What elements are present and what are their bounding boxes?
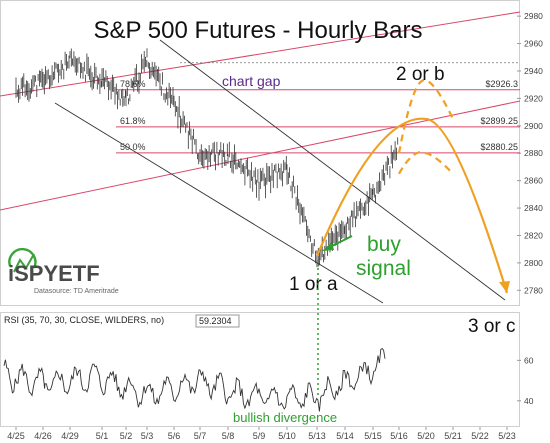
rsi-axis: 40 60	[517, 355, 534, 406]
rsi-line	[3, 347, 386, 412]
date-tick-label: 5/22	[471, 431, 489, 441]
rsi-panel-frame	[0, 312, 520, 427]
price-tick-label: 2860	[524, 176, 543, 186]
price-tick-label: 2900	[524, 121, 543, 131]
date-axis: 4/25 4/26 4/29 5/1 5/2 5/3 5/6 5/7 5/8 5/9 5/10 5/1…	[7, 427, 516, 441]
projection-arrowhead	[499, 281, 510, 294]
price-tick-label: 2880	[524, 148, 543, 158]
date-tick-label: 5/7	[194, 431, 207, 441]
projection-paths	[315, 79, 510, 294]
fib-price-label: $2926.3	[485, 79, 518, 89]
buy-label: buy	[367, 233, 401, 256]
wave-1-or-a-label: 1 or a	[289, 274, 338, 295]
price-tick-label: 2940	[524, 66, 543, 76]
date-tick-label: 5/13	[308, 431, 326, 441]
price-tick-label: 2920	[524, 93, 543, 103]
chart-gap-label: chart gap	[222, 73, 281, 89]
chart-title: S&P 500 Futures - Hourly Bars	[93, 17, 422, 44]
date-tick-label: 5/21	[444, 431, 462, 441]
rsi-value-box	[195, 314, 240, 328]
ispyetf-logo: iSPYETF Datasource: TD Ameritrade	[8, 247, 119, 295]
date-tick-label: 5/9	[253, 431, 266, 441]
logo-datasource: Datasource: TD Ameritrade	[34, 288, 119, 295]
solid-projection-path	[315, 117, 509, 294]
trend-channel	[54, 39, 506, 304]
date-tick-label: 5/2	[120, 431, 133, 441]
price-tick-label: 2780	[524, 285, 543, 295]
price-tick-label: 2820	[524, 230, 543, 240]
rsi-series-line	[3, 347, 386, 412]
price-bars	[15, 48, 399, 268]
signal-label: signal	[356, 257, 411, 280]
fib-price-label: $2880.25	[480, 142, 518, 152]
date-tick-label: 5/23	[498, 431, 516, 441]
date-tick-label: 4/25	[7, 431, 25, 441]
fib-ratio-label: 61.8%	[120, 116, 146, 126]
dashed-projection-path	[397, 79, 454, 154]
date-tick-label: 4/26	[34, 431, 52, 441]
dashed-projection-path	[398, 151, 454, 175]
lower-rising-trendline	[0, 100, 521, 211]
fib-price-label: $2899.25	[480, 116, 518, 126]
fib-ratio-label: 50.0%	[120, 142, 146, 152]
date-tick-label: 5/6	[168, 431, 181, 441]
wave-2-or-b-label: 2 or b	[396, 64, 445, 85]
date-tick-label: 5/8	[222, 431, 235, 441]
price-axis: 2780 2800 2820 2840 2860 2880 2900 2920 2940 2960…	[517, 11, 543, 295]
price-tick-label: 2960	[524, 39, 543, 49]
date-tick-label: 5/10	[278, 431, 296, 441]
date-tick-label: 5/1	[96, 431, 109, 441]
bullish-divergence-label: bullish divergence	[233, 410, 337, 425]
channel-upper-line	[159, 39, 506, 301]
date-tick-label: 4/29	[61, 431, 79, 441]
date-tick-label: 5/16	[390, 431, 408, 441]
price-tick-label: 2840	[524, 203, 543, 213]
buy-signal-arrowhead	[322, 242, 334, 251]
logo-mark-icon	[8, 247, 37, 273]
rsi-tick-label: 60	[524, 355, 534, 365]
channel-lower-line	[54, 102, 384, 304]
rsi-tick-label: 40	[524, 396, 534, 406]
date-tick-label: 5/3	[141, 431, 154, 441]
logo-text: iSPYETF	[8, 261, 100, 286]
price-tick-label: 2800	[524, 258, 543, 268]
rsi-indicator-label: RSI (35, 70, 30, CLOSE, WILDERS, no)	[4, 315, 164, 325]
wave-3-or-c-label: 3 or c	[468, 316, 516, 337]
date-tick-label: 5/14	[336, 431, 354, 441]
date-tick-label: 5/15	[364, 431, 382, 441]
price-tick-label: 2980	[524, 11, 543, 21]
rsi-value: 59.2304	[199, 316, 232, 326]
upper-rising-trendline	[0, 11, 521, 97]
date-tick-label: 5/20	[417, 431, 435, 441]
